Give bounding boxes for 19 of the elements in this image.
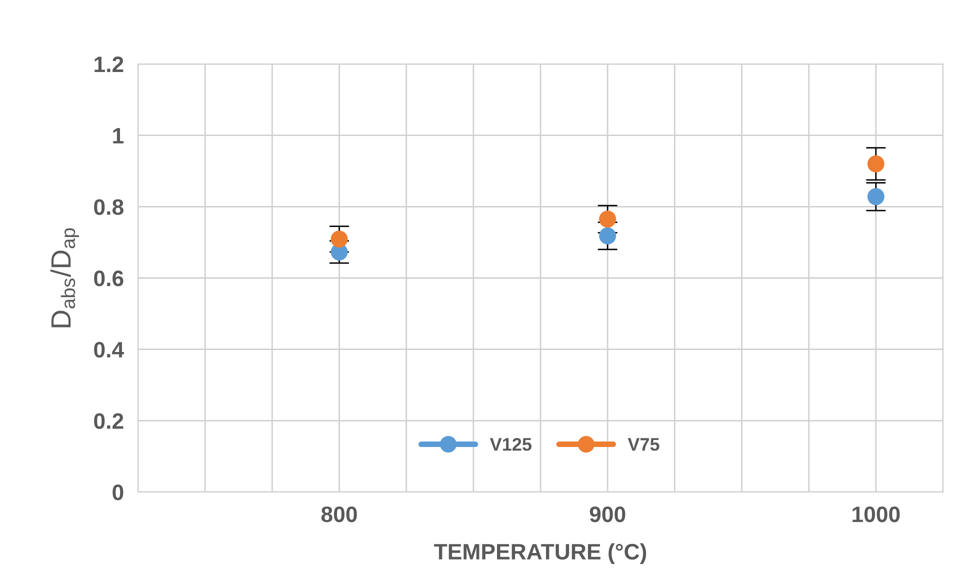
y-axis-title: D$_{abs}$/D$_{ap}$ [50,228,80,328]
y-tick-label: 0 [112,484,124,500]
point [599,227,616,244]
y-tick-label: 0.4 [94,342,124,358]
x-tick-label: 900 [590,506,626,522]
point [867,188,884,206]
point [599,210,616,228]
legend-label: V75 [628,438,660,451]
y-tick-label: 1.2 [94,56,124,72]
x-tick-label: 800 [321,506,357,522]
point [330,230,348,248]
point [867,155,884,172]
legend-label: V125 [490,438,532,451]
y-tick-label: 0.2 [94,413,124,429]
x-axis-title: TEMPERATURE (°C) [434,543,646,564]
y-tick-label: 0.8 [94,199,124,215]
y-tick-label: 1 [113,128,124,144]
y-tick-label: 0.6 [94,270,124,286]
x-tick-label: 1000 [852,506,900,522]
